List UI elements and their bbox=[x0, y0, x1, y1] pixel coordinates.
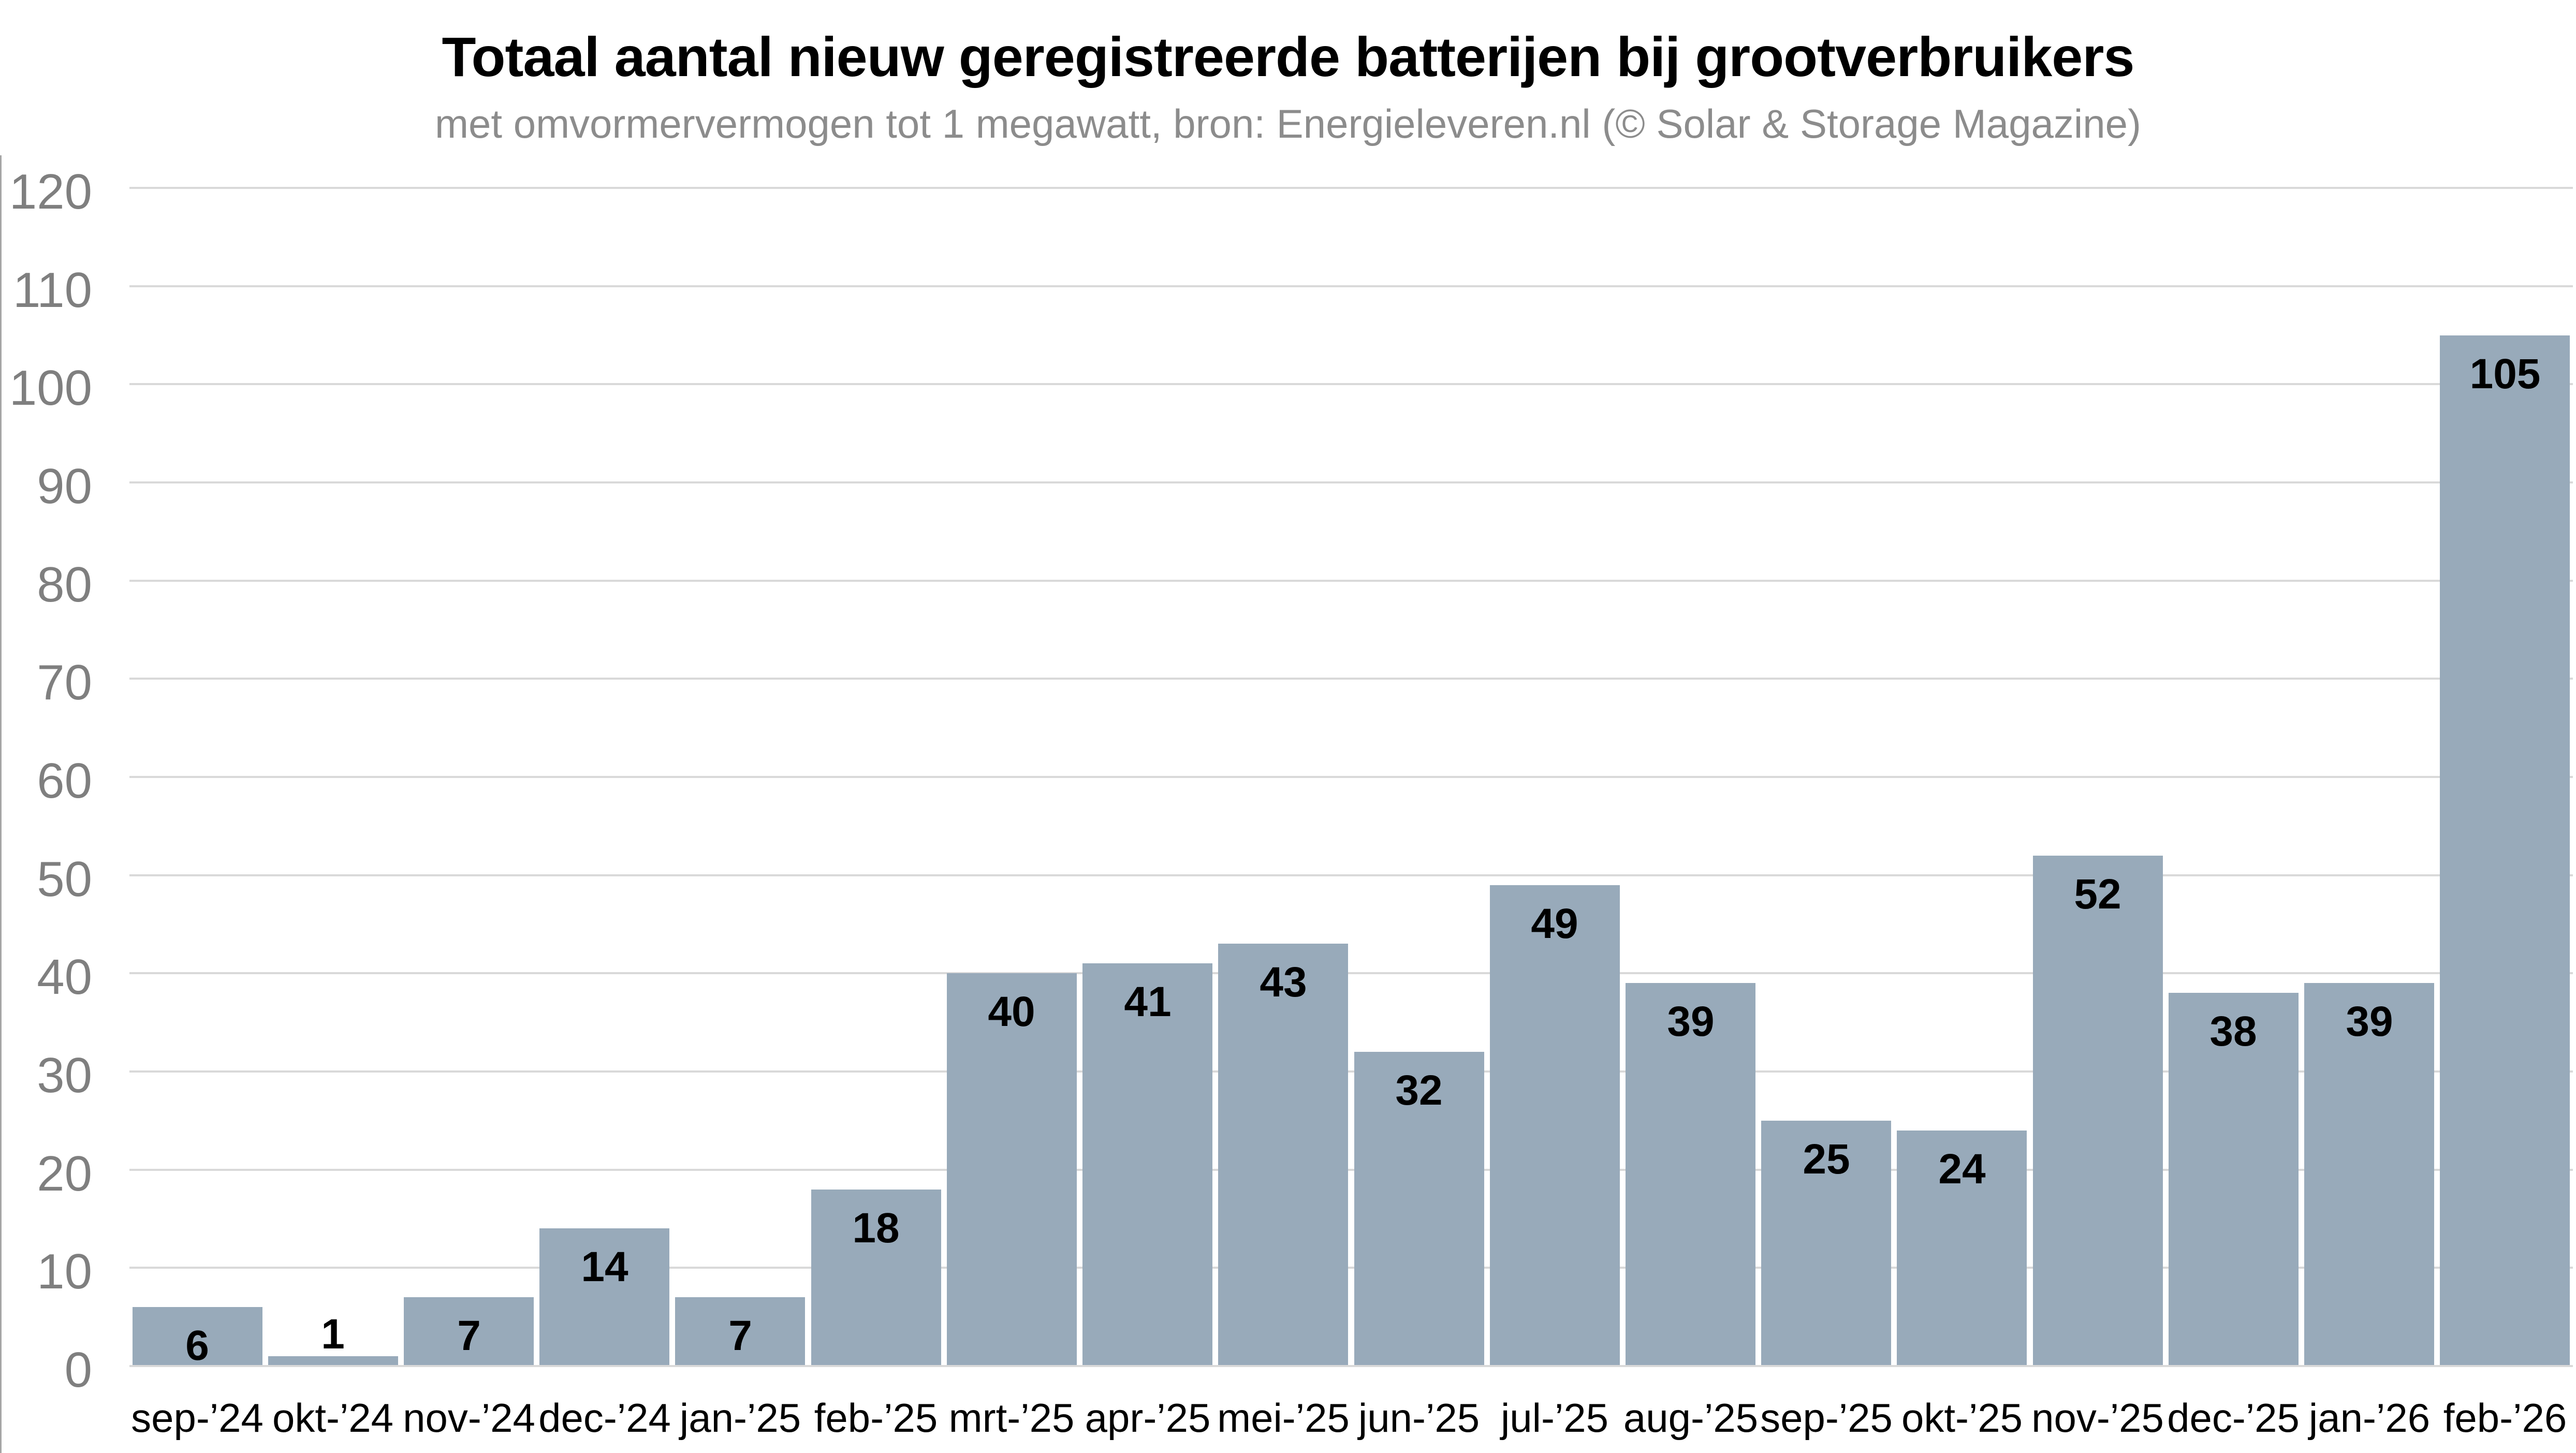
gridline-y-70 bbox=[129, 678, 2573, 680]
bar-aug-’25 bbox=[1626, 983, 1755, 1366]
gridline-y-100 bbox=[129, 383, 2573, 385]
left-edge-line bbox=[0, 155, 2, 1453]
x-axis-category-label: jun-’25 bbox=[1358, 1395, 1480, 1441]
chart-title: Totaal aantal nieuw geregistreerde batte… bbox=[442, 25, 2135, 88]
y-axis-tick-label: 80 bbox=[37, 557, 92, 612]
bar-value-label: 7 bbox=[728, 1312, 752, 1359]
gridline-y-60 bbox=[129, 776, 2573, 778]
bar-value-label: 41 bbox=[1124, 978, 1172, 1025]
bar-feb-’25 bbox=[811, 1190, 941, 1366]
bar-value-label: 14 bbox=[581, 1243, 628, 1290]
x-axis-category-label: aug-’25 bbox=[1623, 1395, 1759, 1441]
gridline-y-90 bbox=[129, 481, 2573, 483]
x-axis-category-label: sep-’24 bbox=[131, 1395, 264, 1441]
bar-value-label: 1 bbox=[321, 1311, 345, 1358]
bar-apr-’25 bbox=[1082, 963, 1212, 1366]
bar-feb-’26 bbox=[2440, 335, 2570, 1366]
y-axis-tick-label: 120 bbox=[9, 164, 92, 219]
gridline-y-80 bbox=[129, 580, 2573, 582]
x-axis-category-label: jan-’25 bbox=[679, 1395, 801, 1441]
x-axis-category-label: jan-’26 bbox=[2308, 1395, 2431, 1441]
y-axis-tick-label: 60 bbox=[37, 753, 92, 809]
y-axis-tick-label: 100 bbox=[9, 360, 92, 416]
bar-value-label: 39 bbox=[1667, 998, 1715, 1045]
gridline-y-40 bbox=[129, 972, 2573, 974]
gridline-y-120 bbox=[129, 187, 2573, 189]
bar-jun-’25 bbox=[1354, 1052, 1484, 1366]
gridline-y-20 bbox=[129, 1169, 2573, 1171]
x-axis-category-label: nov-’24 bbox=[403, 1395, 535, 1441]
bar-value-label: 18 bbox=[852, 1205, 900, 1252]
bar-value-label: 52 bbox=[2074, 871, 2121, 918]
bar-value-label: 43 bbox=[1260, 959, 1307, 1006]
y-axis-tick-label: 110 bbox=[12, 262, 92, 318]
gridline-y-50 bbox=[129, 874, 2573, 876]
x-axis-category-label: dec-’25 bbox=[2167, 1395, 2300, 1441]
bar-sep-’25 bbox=[1761, 1121, 1891, 1366]
x-axis-category-label: nov-’25 bbox=[2031, 1395, 2164, 1441]
bar-value-label: 49 bbox=[1531, 900, 1578, 947]
x-axis-category-label: jul-’25 bbox=[1500, 1395, 1609, 1441]
x-axis-category-label: mrt-’25 bbox=[948, 1395, 1075, 1441]
bar-value-label: 25 bbox=[1803, 1136, 1850, 1183]
bar-jan-’26 bbox=[2304, 983, 2434, 1366]
bar-mrt-’25 bbox=[947, 973, 1077, 1366]
bar-jul-’25 bbox=[1490, 885, 1620, 1366]
bar-value-label: 105 bbox=[2469, 350, 2541, 398]
bar-value-label: 40 bbox=[988, 988, 1035, 1035]
gridline-y-110 bbox=[129, 285, 2573, 287]
x-axis-category-label: mei-’25 bbox=[1217, 1395, 1350, 1441]
y-axis-tick-label: 20 bbox=[37, 1146, 92, 1201]
bar-value-label: 6 bbox=[185, 1322, 209, 1369]
x-axis-category-label: feb-’26 bbox=[2443, 1395, 2567, 1441]
bar-nov-’24 bbox=[404, 1297, 534, 1366]
bar-okt-’24 bbox=[268, 1356, 398, 1366]
gridline-y-30 bbox=[129, 1070, 2573, 1073]
y-axis-tick-label: 90 bbox=[37, 459, 92, 514]
bar-value-label: 32 bbox=[1395, 1067, 1443, 1114]
x-axis-category-label: sep-’25 bbox=[1760, 1395, 1893, 1441]
bar-sep-’24 bbox=[133, 1307, 262, 1366]
y-axis-tick-label: 50 bbox=[37, 852, 92, 907]
y-axis-tick-label: 40 bbox=[37, 949, 92, 1005]
bar-okt-’25 bbox=[1897, 1131, 2027, 1366]
y-axis-tick-label: 10 bbox=[37, 1244, 92, 1299]
y-axis-tick-label: 0 bbox=[64, 1342, 92, 1398]
y-axis-tick-label: 70 bbox=[37, 655, 92, 710]
bar-dec-’25 bbox=[2169, 993, 2299, 1366]
bar-value-label: 24 bbox=[1938, 1146, 1986, 1193]
bar-mei-’25 bbox=[1218, 944, 1348, 1366]
x-axis-category-label: dec-’24 bbox=[538, 1395, 671, 1441]
bar-dec-’24 bbox=[539, 1228, 669, 1366]
bar-jan-’25 bbox=[675, 1297, 805, 1366]
y-axis-tick-label: 30 bbox=[37, 1048, 92, 1103]
gridline-y-10 bbox=[129, 1267, 2573, 1269]
chart-subtitle: met omvormervermogen tot 1 megawatt, bro… bbox=[435, 101, 2141, 146]
bar-value-label: 38 bbox=[2209, 1008, 2257, 1055]
x-axis-category-label: feb-’25 bbox=[814, 1395, 938, 1441]
bar-value-label: 39 bbox=[2346, 998, 2393, 1045]
x-axis-category-label: apr-’25 bbox=[1085, 1395, 1211, 1441]
bar-nov-’25 bbox=[2033, 856, 2163, 1366]
x-axis-line bbox=[129, 1365, 2573, 1367]
bar-value-label: 7 bbox=[457, 1312, 481, 1359]
x-axis-category-label: okt-’24 bbox=[272, 1395, 394, 1441]
x-axis-category-label: okt-’25 bbox=[1901, 1395, 2023, 1441]
